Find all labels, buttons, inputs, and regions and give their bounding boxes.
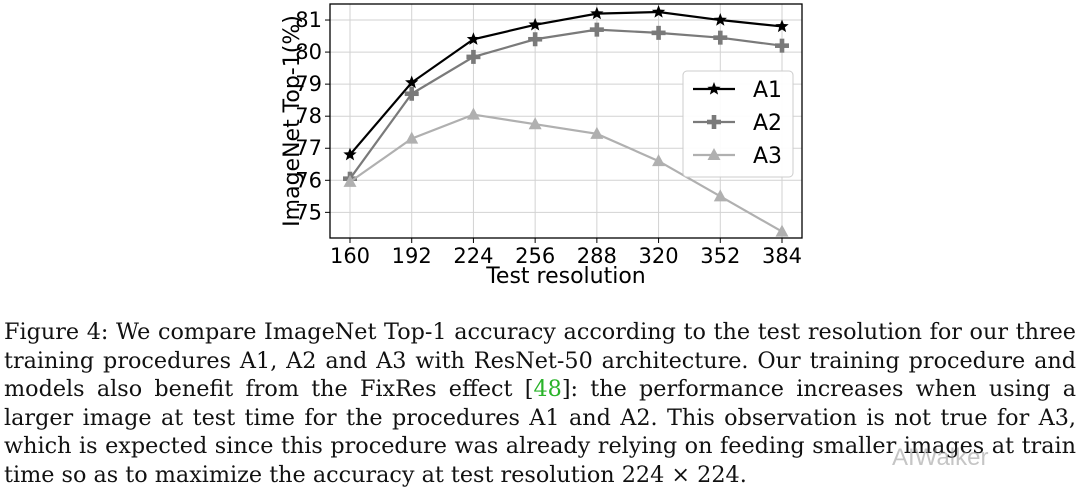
data-point-a2	[528, 32, 543, 47]
x-tick-label: 256	[515, 244, 555, 268]
caption-text-start: Figure 4: We compare ImageNet Top-1 accu…	[4, 319, 1076, 402]
plus-bar-vertical	[779, 38, 785, 53]
legend-item-a1: A1	[693, 78, 782, 103]
legend-label-a3: A3	[753, 144, 782, 169]
y-axis-title: ImageNet Top-1(%)	[280, 15, 305, 227]
y-tick-label: 78	[295, 104, 322, 128]
data-point-a2	[651, 25, 666, 40]
plus-bar-vertical	[409, 86, 415, 101]
series-a1	[343, 5, 789, 161]
x-tick-label: 352	[700, 244, 740, 268]
legend-marker-a3	[707, 148, 721, 160]
data-point-a3	[775, 224, 789, 237]
legend-box	[682, 70, 794, 178]
legend: A1 A2 A3	[682, 70, 794, 178]
legend-label-a2: A2	[753, 111, 782, 136]
y-tick-label: 77	[295, 136, 322, 160]
data-point-a3	[713, 189, 727, 202]
x-tick-label: 384	[762, 244, 802, 268]
legend-label-a1: A1	[753, 78, 782, 103]
data-point-a1	[775, 19, 789, 33]
data-point-a3	[652, 154, 666, 167]
series-a3	[343, 107, 789, 237]
data-point-a2	[466, 49, 481, 64]
x-tick-label: 160	[330, 244, 370, 268]
data-point-a2	[775, 38, 789, 53]
y-tick-label: 76	[295, 168, 322, 192]
x-tick-label: 192	[392, 244, 432, 268]
plus-bar-vertical	[594, 22, 600, 37]
legend-marker-a1	[707, 82, 721, 95]
data-point-a3	[405, 131, 419, 144]
data-point-a1	[528, 17, 542, 31]
data-point-a3	[590, 126, 604, 139]
y-tick-labels: 75 76 77 78 79 80 81	[295, 8, 330, 224]
data-point-a2	[589, 22, 604, 37]
data-point-a1	[713, 13, 727, 26]
plus-bar-vertical	[656, 25, 661, 40]
data-point-a3	[343, 174, 357, 187]
data-point-a1	[590, 6, 604, 20]
y-tick-label: 75	[295, 200, 322, 224]
legend-marker-a2	[707, 115, 721, 129]
x-axis-title: Test resolution	[485, 264, 646, 289]
data-point-a1	[466, 32, 481, 45]
series-line-a1	[349, 10, 783, 156]
data-point-a2	[404, 86, 419, 101]
chart-area: 160 192 224 256 288 320 352 384 75 76 77 78 79 80 81 …	[280, 3, 803, 289]
legend-item-a3: A3	[693, 144, 782, 169]
data-point-a1	[651, 5, 666, 18]
data-point-a1	[405, 75, 419, 89]
watermark: AIWalker	[892, 444, 989, 471]
series-line-a2	[349, 28, 783, 180]
data-point-a2	[713, 30, 728, 45]
plus-bar-vertical	[532, 32, 538, 47]
data-point-a3	[528, 117, 542, 130]
x-tick-label: 224	[453, 244, 493, 268]
x-tick-labels: 160 192 224 256 288 320 352 384	[330, 238, 802, 268]
x-tick-label: 288	[577, 244, 617, 268]
x-tick-label: 320	[639, 244, 679, 268]
series-layer	[343, 5, 789, 237]
citation-link[interactable]: 48	[533, 376, 562, 402]
plot-frame	[329, 3, 803, 239]
data-point-a3	[466, 107, 480, 120]
y-tick-label: 79	[295, 72, 322, 96]
y-tick-label: 81	[295, 8, 322, 32]
legend-item-a2: A2	[693, 111, 782, 136]
plus-bar-vertical	[711, 115, 717, 129]
plus-bar-vertical	[717, 30, 723, 45]
series-line-a3	[349, 113, 783, 233]
plus-bar-vertical	[471, 49, 476, 64]
data-point-a1	[343, 147, 357, 161]
caption-text-end: ]: the performance increases when using …	[4, 376, 1077, 488]
figure-caption: Figure 4: We compare ImageNet Top-1 accu…	[4, 318, 1076, 489]
line-chart: 160 192 224 256 288 320 352 384 75767778798081 …	[280, 3, 803, 289]
y-tick-label: 80	[295, 40, 322, 64]
